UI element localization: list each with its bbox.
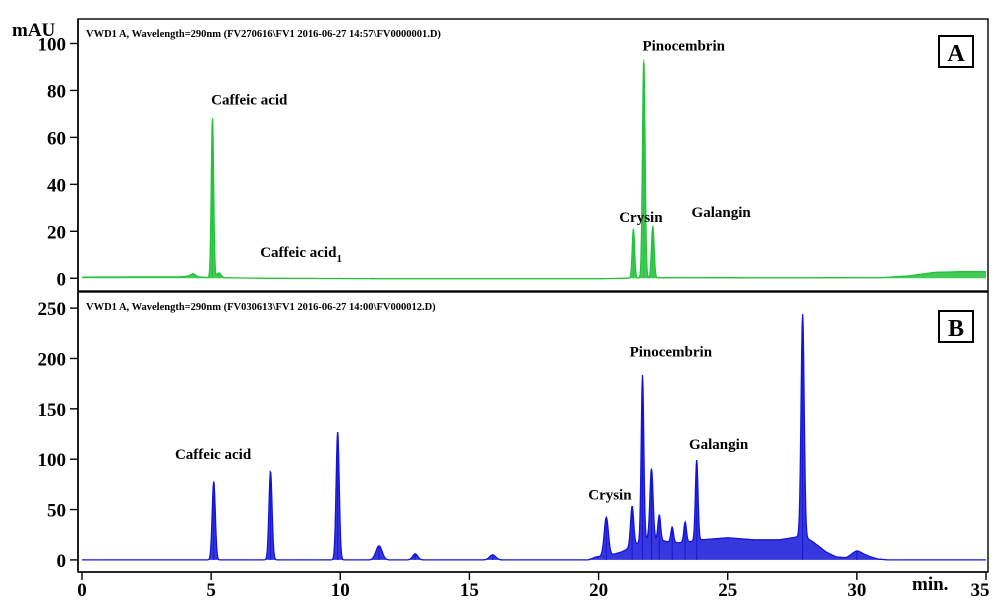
panel-b-x-tick-label: 5 (206, 580, 216, 600)
panel-a-letter-box (938, 35, 974, 68)
panel-a-peak-label: Caffeic acid1 (260, 245, 342, 265)
panel-b-x-tick-label: 25 (718, 580, 737, 600)
panel-b-peak-label: Galangin (689, 437, 749, 453)
panel-b: VWD1 A, Wavelength=290nm (FV030613\FV1 2… (38, 291, 990, 600)
panel-b-x-tick-label: 0 (77, 580, 87, 600)
panel-b-x-tick-label: 15 (460, 580, 479, 600)
panel-b-peak-label: Pinocembrin (630, 344, 713, 360)
panel-a-signal-trace (82, 62, 986, 280)
panel-a-y-tick-label: 40 (47, 175, 66, 196)
panel-b-peak-label: Crysin (588, 487, 632, 503)
panel-b-plot: 0 50 100 150 200 250 0 5 10 15 20 25 30 35 Caffeic aci… (38, 299, 990, 600)
panel-a-y-tick-label: 100 (38, 34, 67, 55)
panel-a-y-axis-label: mAU (12, 20, 56, 41)
panel-b-peak-label: Caffeic acid (175, 447, 252, 463)
panel-a-y-tick-label: 60 (47, 128, 66, 149)
panel-a-peak-label: Pinocembrin (642, 39, 725, 55)
panel-b-letter-box (938, 310, 974, 343)
panel-b-x-tick-label: 35 (971, 580, 990, 600)
panel-b-signal-area (82, 314, 986, 560)
panel-b-x-tick-label: 10 (331, 580, 350, 600)
panel-a-plot: 0 20 40 60 80 100 Caffeic acid Caffeic acid1 Cry… (38, 34, 986, 290)
panel-a-y-tick-label: 0 (57, 269, 67, 290)
panel-b-y-tick-label: 100 (38, 450, 67, 471)
panel-b-y-tick-label: 0 (57, 551, 67, 572)
panel-b-letter: B (948, 316, 964, 342)
panel-a-y-tick-label: 20 (47, 222, 66, 243)
panel-a: mAU VWD1 A, Wavelength=290nm (FV270616\F… (12, 18, 989, 292)
panel-a-header: VWD1 A, Wavelength=290nm (FV270616\FV1 2… (86, 29, 441, 40)
panel-a-letter: A (947, 41, 965, 67)
panel-a-peak-label: Crysin (619, 210, 663, 226)
panel-b-y-tick-label: 200 (38, 349, 67, 370)
panel-b-x-tick-label: 20 (589, 580, 608, 600)
panel-b-x-tick-label: 30 (847, 580, 866, 600)
panel-b-signal-trace (82, 314, 986, 561)
panel-a-peak-label: Galangin (692, 205, 752, 221)
panel-b-x-axis-label: min. (912, 574, 948, 595)
panel-a-y-tick-label: 80 (47, 81, 66, 102)
panel-b-y-tick-label: 50 (47, 501, 66, 522)
panel-b-y-tick-label: 150 (38, 400, 67, 421)
panel-b-y-tick-label: 250 (38, 299, 67, 320)
panel-a-peak-label: Caffeic acid (211, 93, 288, 109)
panel-b-header: VWD1 A, Wavelength=290nm (FV030613\FV1 2… (86, 302, 436, 313)
